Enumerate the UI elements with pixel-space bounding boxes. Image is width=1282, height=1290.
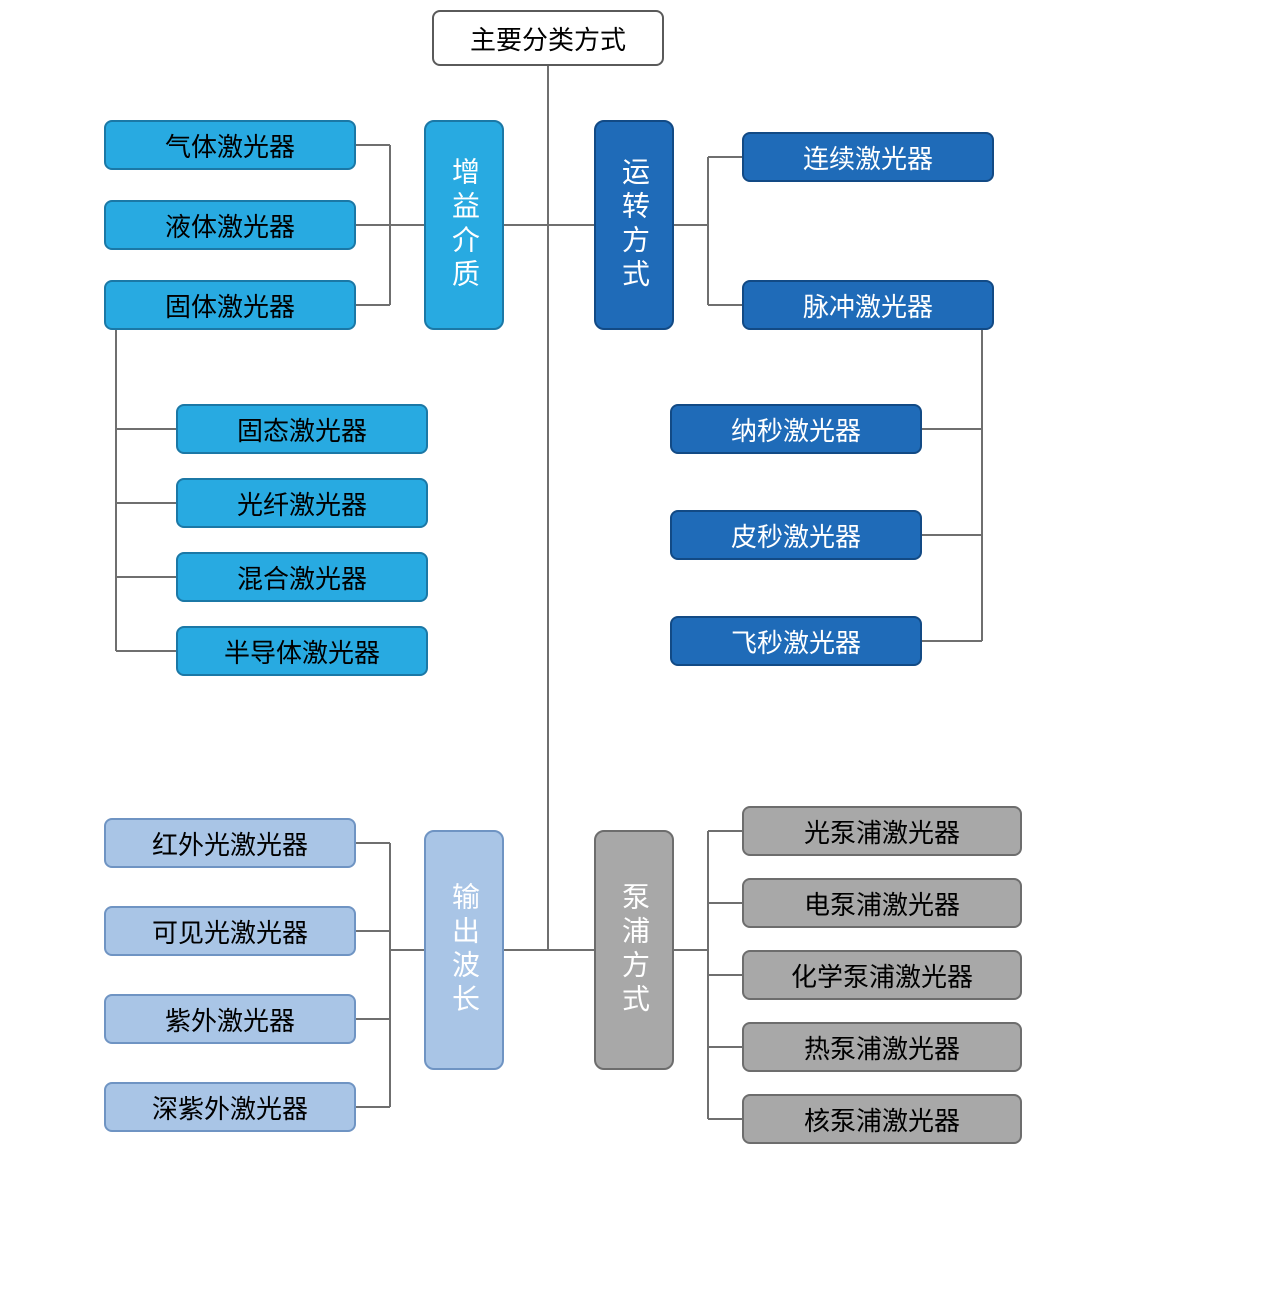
leaf-node: 纳秒激光器 [670,404,922,454]
leaf-node: 固态激光器 [176,404,428,454]
leaf-node: 皮秒激光器 [670,510,922,560]
leaf-label: 纳秒激光器 [731,411,861,448]
leaf-node: 飞秒激光器 [670,616,922,666]
leaf-node: 光泵浦激光器 [742,806,1022,856]
category-gain-label: 增益介质 [444,157,484,293]
root-title: 主要分类方式 [432,10,664,66]
leaf-label: 固态激光器 [237,411,367,448]
leaf-label: 红外光激光器 [152,825,308,862]
category-wavelength: 输出波长 [424,830,504,1070]
category-pump: 泵浦方式 [594,830,674,1070]
leaf-label: 固体激光器 [165,287,295,324]
leaf-label: 核泵浦激光器 [804,1101,960,1138]
leaf-node: 可见光激光器 [104,906,356,956]
leaf-label: 深紫外激光器 [152,1089,308,1126]
root-title-label: 主要分类方式 [470,20,626,57]
leaf-node: 固体激光器 [104,280,356,330]
category-wavelength-label: 输出波长 [444,882,484,1018]
leaf-label: 化学泵浦激光器 [791,957,973,994]
leaf-node: 液体激光器 [104,200,356,250]
leaf-node: 紫外激光器 [104,994,356,1044]
leaf-node: 化学泵浦激光器 [742,950,1022,1000]
leaf-label: 液体激光器 [165,207,295,244]
diagram-canvas: 主要分类方式增益介质 气体激光器液体激光器固体激光器固态激光器光纤激光器混合激光器… [0,0,1282,1290]
leaf-label: 光泵浦激光器 [804,813,960,850]
leaf-node: 电泵浦激光器 [742,878,1022,928]
leaf-label: 可见光激光器 [152,913,308,950]
leaf-label: 脉冲激光器 [803,287,933,324]
leaf-node: 光纤激光器 [176,478,428,528]
leaf-label: 皮秒激光器 [731,517,861,554]
leaf-node: 脉冲激光器 [742,280,994,330]
category-gain: 增益介质 [424,120,504,330]
leaf-node: 半导体激光器 [176,626,428,676]
leaf-label: 紫外激光器 [165,1001,295,1038]
leaf-node: 混合激光器 [176,552,428,602]
category-operation-label: 运转方式 [614,157,654,293]
leaf-label: 气体激光器 [165,127,295,164]
leaf-node: 红外光激光器 [104,818,356,868]
leaf-label: 连续激光器 [803,139,933,176]
leaf-node: 深紫外激光器 [104,1082,356,1132]
leaf-node: 连续激光器 [742,132,994,182]
category-operation: 运转方式 [594,120,674,330]
leaf-label: 半导体激光器 [224,633,380,670]
leaf-node: 气体激光器 [104,120,356,170]
leaf-label: 热泵浦激光器 [804,1029,960,1066]
leaf-label: 光纤激光器 [237,485,367,522]
leaf-label: 混合激光器 [237,559,367,596]
leaf-node: 热泵浦激光器 [742,1022,1022,1072]
leaf-node: 核泵浦激光器 [742,1094,1022,1144]
leaf-label: 飞秒激光器 [731,623,861,660]
category-pump-label: 泵浦方式 [614,882,654,1018]
leaf-label: 电泵浦激光器 [804,885,960,922]
